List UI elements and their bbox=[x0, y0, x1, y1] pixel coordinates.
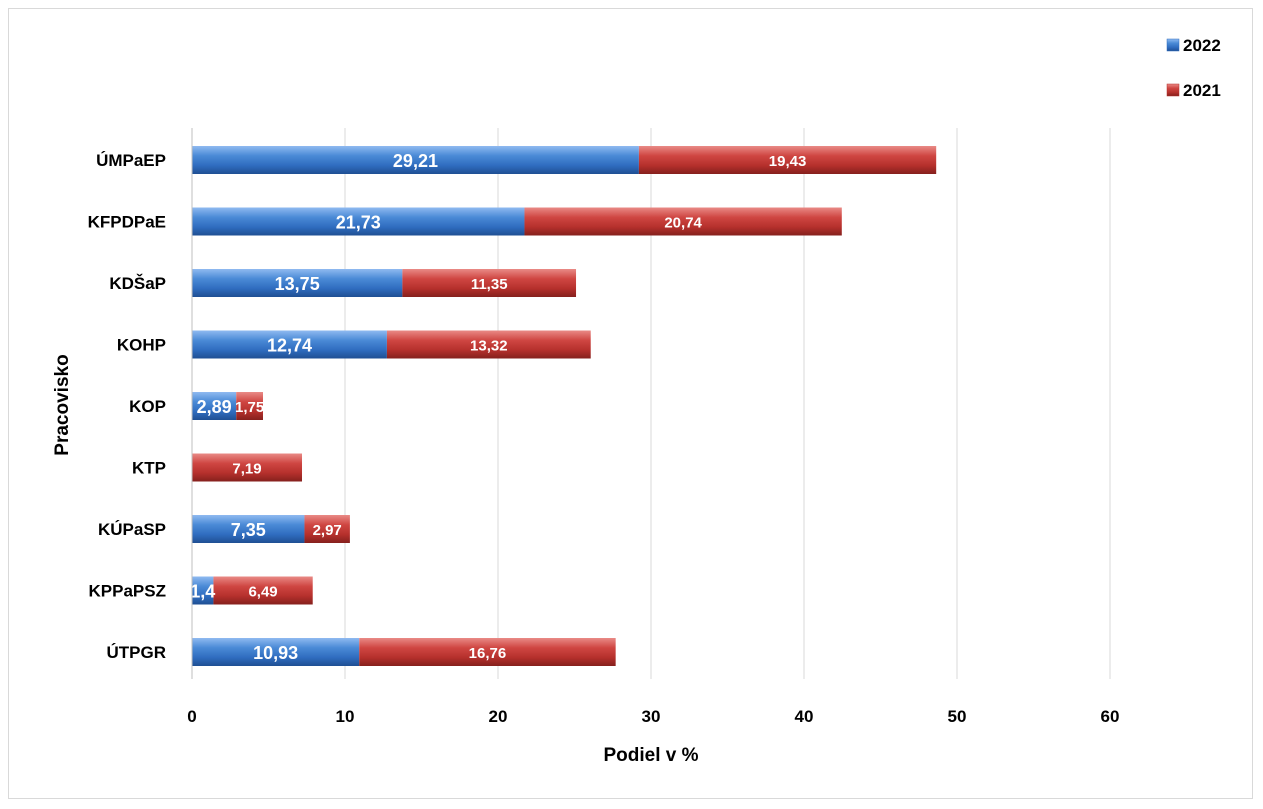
data-label-2021-6: 2,97 bbox=[313, 522, 342, 539]
y-tick-label-7: KPPaPSZ bbox=[89, 582, 166, 601]
y-tick-label-6: KÚPaSP bbox=[98, 520, 166, 539]
bar-2021-2 bbox=[402, 269, 577, 297]
data-labels: 29,21 19,43 21,73 20,74 13,75 11,35 12,74 13,32… bbox=[190, 151, 806, 663]
legend-swatch-2022 bbox=[1166, 38, 1180, 52]
legend-swatch-2021 bbox=[1166, 83, 1180, 97]
data-label-2021-7: 6,49 bbox=[248, 584, 277, 601]
y-tick-label-5: KTP bbox=[132, 459, 166, 478]
bar-2021-8 bbox=[359, 638, 616, 666]
y-tick-label-8: ÚTPGR bbox=[107, 643, 167, 662]
data-label-2022-3: 12,74 bbox=[267, 336, 312, 356]
x-tick-label-40: 40 bbox=[795, 707, 814, 726]
bar-2021-0 bbox=[638, 146, 937, 174]
bar-2022-7 bbox=[192, 576, 214, 605]
bar-2021-1 bbox=[524, 207, 842, 236]
legend-label-2021: 2021 bbox=[1183, 81, 1221, 100]
data-label-2021-4: 1,75 bbox=[235, 399, 264, 416]
x-axis-title: Podiel v % bbox=[603, 745, 698, 766]
data-label-2021-3: 13,32 bbox=[470, 338, 508, 355]
data-label-2021-2: 11,35 bbox=[471, 276, 508, 293]
data-label-2021-5: 7,19 bbox=[232, 461, 261, 478]
y-axis-title: Pracovisko bbox=[52, 354, 73, 455]
bar-2022-0 bbox=[192, 146, 639, 174]
bar-2021-6 bbox=[304, 515, 350, 543]
bar-2021-5 bbox=[192, 453, 303, 482]
data-label-2022-7: 1,4 bbox=[190, 582, 215, 602]
bar-2022-4 bbox=[192, 392, 237, 420]
bar-2022-3 bbox=[192, 330, 387, 359]
data-label-2022-2: 13,75 bbox=[275, 274, 320, 294]
y-tick-label-3: KOHP bbox=[117, 336, 166, 355]
x-tick-label-0: 0 bbox=[187, 707, 196, 726]
y-tick-label-4: KOP bbox=[129, 397, 166, 416]
axes: 0 10 20 30 40 50 60 ÚMPaEP KFPDPaE KDŠaP KOHP KOP KT… bbox=[88, 128, 1120, 726]
data-label-2022-6: 7,35 bbox=[231, 520, 266, 540]
bar-2021-7 bbox=[213, 576, 313, 605]
bars bbox=[192, 146, 937, 666]
bar-2021-4 bbox=[236, 392, 263, 420]
bar-2021-3 bbox=[386, 330, 591, 359]
bar-2022-1 bbox=[192, 207, 525, 236]
data-label-2022-0: 29,21 bbox=[393, 151, 438, 171]
data-label-2022-8: 10,93 bbox=[253, 643, 298, 663]
x-tick-label-10: 10 bbox=[336, 707, 355, 726]
x-tick-label-60: 60 bbox=[1101, 707, 1120, 726]
data-label-2021-0: 19,43 bbox=[769, 153, 807, 170]
data-label-2021-1: 20,74 bbox=[664, 215, 702, 232]
y-tick-label-0: ÚMPaEP bbox=[96, 151, 166, 170]
bar-2022-8 bbox=[192, 638, 360, 666]
y-tick-label-1: KFPDPaE bbox=[88, 213, 166, 232]
data-label-2022-4: 2,89 bbox=[197, 397, 232, 417]
bar-2022-2 bbox=[192, 269, 403, 297]
legend-label-2022: 2022 bbox=[1183, 36, 1221, 55]
bar-2022-6 bbox=[192, 515, 305, 543]
legend: 2022 2021 bbox=[1166, 36, 1221, 100]
x-tick-label-20: 20 bbox=[489, 707, 508, 726]
data-label-2021-8: 16,76 bbox=[469, 645, 507, 662]
x-tick-label-30: 30 bbox=[642, 707, 661, 726]
x-tick-label-50: 50 bbox=[948, 707, 967, 726]
data-label-2022-1: 21,73 bbox=[336, 213, 381, 233]
y-tick-label-2: KDŠaP bbox=[109, 274, 166, 293]
